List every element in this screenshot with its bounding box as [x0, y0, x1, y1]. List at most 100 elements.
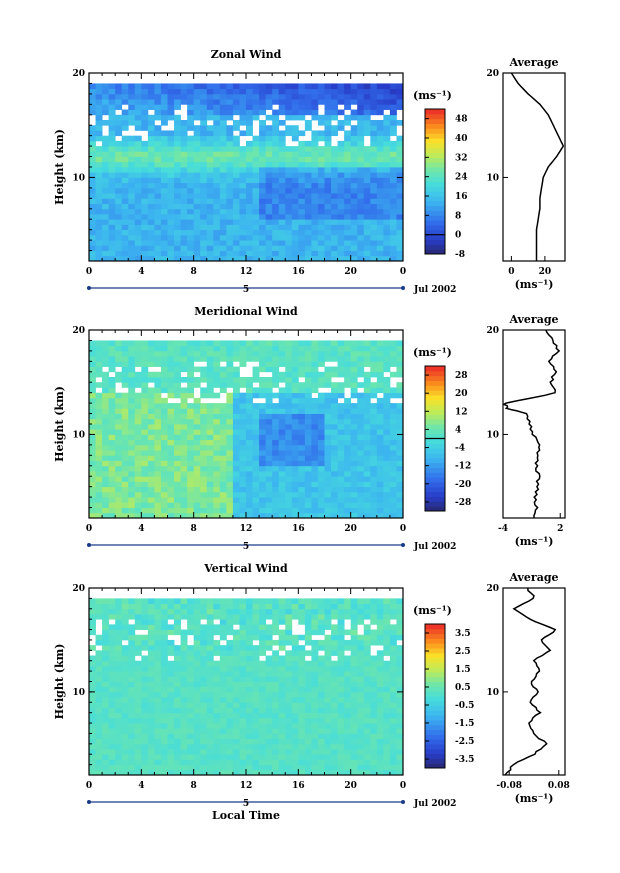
heatmap-cell — [200, 434, 208, 441]
heatmap-cell — [102, 717, 110, 724]
heatmap-cell — [219, 187, 227, 194]
heatmap-cell — [363, 182, 371, 189]
heatmap-cell — [246, 413, 253, 420]
heatmap-cell — [350, 167, 358, 173]
heatmap-cell — [167, 356, 175, 362]
heatmap-cell — [134, 650, 142, 656]
heatmap-cell — [147, 619, 155, 625]
heatmap-cell — [134, 99, 142, 105]
heatmap-cell — [376, 613, 384, 620]
heatmap-cell — [259, 104, 267, 110]
heatmap-cell — [246, 345, 253, 352]
heatmap-cell — [396, 603, 404, 610]
heatmap-cell — [337, 634, 345, 641]
heatmap-cell — [252, 167, 260, 173]
heatmap-cell — [298, 759, 306, 766]
heatmap-cell — [272, 512, 280, 519]
heatmap-cell — [232, 182, 240, 189]
heatmap-cell — [344, 240, 352, 246]
heatmap-cell — [304, 418, 312, 425]
heatmap-cell — [219, 429, 227, 435]
heatmap-cell — [376, 240, 384, 246]
heatmap-cell — [121, 671, 129, 677]
heatmap-cell — [246, 177, 253, 184]
heatmap-cell — [180, 234, 188, 241]
heatmap-cell — [108, 639, 116, 646]
heatmap-cell — [370, 481, 378, 488]
heatmap-cell — [272, 460, 280, 467]
heatmap-cell — [206, 109, 214, 116]
heatmap-cell — [134, 764, 142, 771]
heatmap-cell — [278, 598, 286, 604]
heatmap-cell — [141, 497, 149, 503]
heatmap-cell — [187, 177, 195, 184]
heatmap-cell — [324, 167, 332, 173]
heatmap-cell — [265, 345, 273, 352]
heatmap-cell — [239, 219, 247, 225]
heatmap-cell — [193, 382, 201, 388]
heatmap-cell — [147, 655, 155, 662]
heatmap-cell — [317, 340, 325, 347]
heatmap-cell — [272, 172, 280, 178]
heatmap-cell — [95, 203, 103, 210]
heatmap-cell — [226, 408, 234, 414]
heatmap-cell — [246, 203, 253, 210]
heatmap-cell — [259, 382, 267, 388]
heatmap-cell — [252, 702, 260, 708]
heatmap-cell — [232, 83, 240, 90]
heatmap-cell — [304, 177, 312, 184]
heatmap-cell — [160, 619, 168, 625]
heatmap-cell — [259, 392, 267, 399]
heatmap-cell — [311, 507, 319, 514]
heatmap-cell — [331, 608, 338, 615]
heatmap-cell — [272, 83, 280, 90]
heatmap-cell — [239, 491, 247, 498]
heatmap-cell — [298, 83, 306, 90]
heatmap-cell — [389, 387, 397, 394]
heatmap-cell — [141, 387, 149, 394]
heatmap-cell — [344, 460, 352, 467]
heatmap-cell — [396, 728, 404, 734]
heatmap-cell — [383, 99, 391, 105]
heatmap-cell — [206, 408, 214, 414]
heatmap-cell — [193, 377, 201, 383]
heatmap-cell — [304, 240, 312, 246]
heatmap-cell — [232, 660, 240, 667]
heatmap-cell — [357, 198, 365, 204]
heatmap-cell — [278, 429, 286, 435]
heatmap-cell — [298, 340, 306, 347]
heatmap-cell — [141, 229, 149, 236]
heatmap-cell — [357, 439, 365, 446]
heatmap-cell — [317, 439, 325, 446]
heatmap-cell — [141, 125, 149, 131]
heatmap-cell — [206, 613, 214, 620]
heatmap-cell — [363, 382, 371, 388]
heatmap-cell — [180, 156, 188, 163]
heatmap-cell — [317, 671, 325, 677]
heatmap-cell — [147, 702, 155, 708]
heatmap-cell — [396, 366, 404, 373]
heatmap-cell — [200, 392, 208, 399]
heatmap-cell — [121, 93, 129, 100]
heatmap-cell — [174, 502, 181, 508]
heatmap-cell — [265, 340, 273, 347]
heatmap-cell — [350, 382, 358, 388]
heatmap-cell — [344, 764, 352, 771]
heatmap-cell — [357, 382, 365, 388]
heatmap-cell — [232, 512, 240, 519]
heatmap-cell — [213, 512, 221, 519]
heatmap-cell — [350, 245, 358, 251]
heatmap-cell — [324, 434, 332, 441]
heatmap-cell — [350, 476, 358, 482]
colorbar-segment — [425, 229, 445, 236]
heatmap-cell — [219, 650, 227, 656]
heatmap-cell — [167, 624, 175, 630]
heatmap-cell — [304, 229, 312, 236]
heatmap-cell — [252, 345, 260, 352]
heatmap-cell — [396, 104, 404, 110]
heatmap-cell — [141, 639, 149, 646]
heatmap-cell — [154, 738, 162, 745]
heatmap-cell — [317, 707, 325, 714]
heatmap-cell — [311, 413, 319, 420]
heatmap-cell — [304, 413, 312, 420]
